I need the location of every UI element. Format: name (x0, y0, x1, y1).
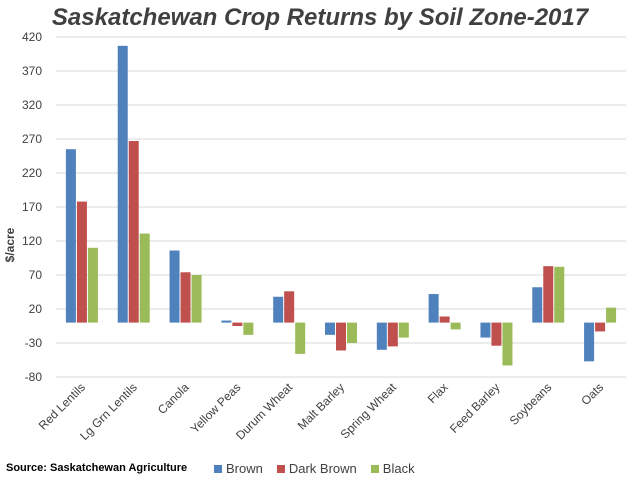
x-tick-label: Soybeans (507, 380, 555, 428)
bar-black (139, 233, 150, 323)
bar-dark-brown (76, 201, 87, 323)
bar-black (243, 322, 254, 335)
bar-dark-brown (595, 322, 606, 332)
bar-brown (273, 296, 284, 323)
legend-swatch-dark-brown (276, 464, 285, 473)
bar-dark-brown (387, 322, 398, 347)
bar-black (398, 322, 409, 338)
bar-brown (169, 250, 180, 323)
bar-brown (376, 322, 387, 350)
bar-brown (117, 45, 128, 323)
bar-brown (428, 294, 439, 323)
source-note: Source: Saskatchewan Agriculture (6, 462, 188, 474)
bar-black (191, 275, 202, 323)
y-tick-labels: 420 370 320 270 220 170 120 70 20 -30 -80 (22, 30, 42, 384)
bar-brown (584, 322, 595, 362)
legend-item-black: Black (370, 461, 415, 476)
bar-black (87, 247, 98, 323)
y-tick-label: -30 (25, 336, 43, 350)
y-tick-label: -80 (25, 370, 43, 384)
x-tick-label: Feed Barley (447, 380, 503, 436)
y-tick-label: 120 (22, 234, 42, 248)
x-tick-label: Malt Barley (295, 380, 347, 432)
bar-dark-brown (128, 141, 139, 323)
bar-brown (65, 149, 76, 323)
y-tick-label: 70 (29, 268, 43, 282)
y-tick-label: 20 (29, 302, 43, 316)
y-tick-label: 170 (22, 200, 42, 214)
y-tick-label: 270 (22, 132, 42, 146)
x-tick-label: Red Lentils (36, 380, 88, 432)
legend-item-dark-brown: Dark Brown (276, 461, 357, 476)
y-tick-label: 370 (22, 64, 42, 78)
bar-brown (532, 287, 543, 323)
bar-black (554, 266, 565, 323)
bar-black (450, 322, 461, 330)
legend-swatch-black (370, 464, 379, 473)
bar-black (502, 322, 513, 366)
bar-black (295, 322, 306, 354)
x-tick-label: Spring Wheat (338, 380, 400, 442)
bar-brown (325, 322, 335, 335)
chart-title: Saskatchewan Crop Returns by Soil Zone-2… (51, 4, 589, 31)
x-tick-label: Flax (425, 380, 451, 406)
bar-dark-brown (284, 291, 295, 323)
bar-dark-brown (439, 316, 450, 323)
bar-black (606, 307, 617, 323)
y-tick-label: 220 (22, 166, 42, 180)
bar-dark-brown (180, 272, 191, 323)
legend-label-black: Black (382, 461, 415, 476)
legend-item-brown: Brown (214, 461, 263, 476)
bar-brown (480, 322, 491, 338)
legend-label-brown: Brown (226, 461, 263, 476)
y-tick-label: 320 (22, 98, 42, 112)
y-axis-label: $/acre (3, 227, 17, 262)
legend-swatch-brown (214, 464, 222, 473)
bar-dark-brown (491, 322, 502, 346)
bar-dark-brown (543, 266, 554, 323)
x-tick-label: Canola (155, 380, 192, 417)
bar-black (347, 322, 357, 343)
bars (65, 45, 617, 366)
y-tick-label: 420 (22, 30, 42, 44)
x-tick-label: Yellow Peas (188, 380, 244, 436)
legend-label-dark-brown: Dark Brown (288, 461, 357, 476)
legend: Brown Dark Brown Black (214, 461, 415, 476)
x-tick-label: Oats (578, 380, 606, 408)
bar-dark-brown (232, 322, 243, 326)
bar-brown (221, 320, 232, 323)
bar-dark-brown (336, 322, 346, 351)
